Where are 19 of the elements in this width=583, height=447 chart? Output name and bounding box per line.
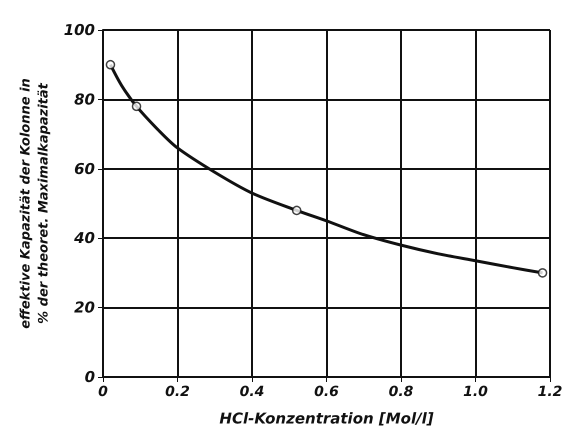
- point: [106, 60, 116, 70]
- point: [292, 206, 302, 216]
- x-tick-label: 1.2: [538, 384, 562, 400]
- y-tick-label: 40: [73, 229, 95, 248]
- x-axis-title: HCl-Konzentration [Mol/l]: [219, 410, 434, 428]
- y-tick-label: 20: [74, 298, 95, 317]
- y-tick-label: 80: [74, 90, 95, 108]
- x-tick-label: 0.6: [314, 384, 340, 400]
- x-tick-label: 1.0: [463, 384, 488, 400]
- x-tick-label: 0.4: [240, 384, 264, 400]
- y-tick-label: 100: [64, 21, 95, 39]
- y-axis-title: effektive Kapazität der Kolonne in % der theoret. Maximalkapazität: [18, 78, 52, 329]
- y-tick-label: 0: [84, 368, 95, 386]
- y-tick-label: 60: [74, 160, 95, 178]
- point: [538, 268, 548, 278]
- x-tick-label: 0.8: [388, 384, 414, 400]
- x-tick-label: 0.2: [165, 384, 190, 400]
- x-tick-label: 0: [98, 384, 108, 400]
- point: [132, 102, 142, 112]
